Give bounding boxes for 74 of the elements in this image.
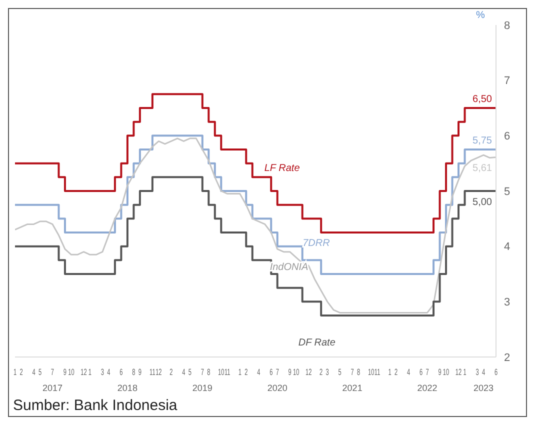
x-tick-label: 6 bbox=[270, 366, 273, 378]
x-tick-label: 4 bbox=[32, 366, 36, 378]
x-tick-label: 8 bbox=[207, 366, 210, 378]
x2-tick-label: 2022 bbox=[417, 383, 438, 393]
x-tick-label: 12 bbox=[455, 366, 462, 378]
text: Sumber: Bank Indonesia bbox=[12, 397, 178, 416]
x-tick-label: 5 bbox=[188, 366, 192, 378]
x2-tick-label: 2023 bbox=[473, 383, 494, 393]
x-tick-label: 9 bbox=[138, 366, 142, 378]
x-tick-label: 4 bbox=[482, 366, 486, 378]
x-tick-label: 7 bbox=[200, 366, 204, 378]
x-tick-label: 10 bbox=[68, 366, 74, 378]
y-tick-label: 4 bbox=[504, 241, 510, 254]
x-tick-label: 6 bbox=[120, 366, 123, 378]
line-series bbox=[15, 138, 496, 314]
x2-tick-label: 2020 bbox=[267, 383, 288, 393]
annotation: 5,00 bbox=[472, 197, 492, 208]
x-tick-label: 2 bbox=[320, 366, 323, 378]
x-tick-label: 8 bbox=[357, 366, 360, 378]
x-tick-label: 9 bbox=[438, 366, 442, 378]
series-label: LF Rate bbox=[264, 163, 300, 174]
x-tick-label: 10 bbox=[368, 366, 374, 378]
x-tick-label: 4 bbox=[107, 366, 110, 378]
y-tick-label: 7 bbox=[504, 75, 510, 88]
x-tick-label: 9 bbox=[63, 366, 67, 378]
x-tick-label: 7 bbox=[276, 366, 279, 378]
x-tick-label: 1 bbox=[238, 366, 242, 378]
x-tick-label: 10 bbox=[293, 366, 300, 378]
x2-tick-label: 2019 bbox=[192, 383, 212, 393]
x-tick-label: 10 bbox=[442, 366, 450, 378]
y-tick-label: 5 bbox=[504, 186, 510, 198]
y-axis-title: % bbox=[476, 10, 485, 22]
x-tick-label: 4 bbox=[182, 366, 186, 378]
x-tick-label: 3 bbox=[326, 366, 329, 378]
x2-tick-label: 2018 bbox=[117, 383, 138, 393]
x-tick-label: 4 bbox=[257, 366, 260, 378]
x-tick-label: 12 bbox=[156, 366, 162, 378]
x-tick-label: 8 bbox=[132, 366, 136, 378]
x-tick-label: 12 bbox=[306, 366, 312, 378]
x-tick-label: 2 bbox=[244, 366, 248, 378]
y-tick-label: 6 bbox=[504, 130, 510, 143]
x-tick-label: 7 bbox=[350, 366, 354, 378]
x-tick-label: 11 bbox=[150, 366, 156, 378]
x-tick-label: 2 bbox=[170, 366, 173, 378]
y-tick-label: 3 bbox=[504, 296, 510, 309]
y-tick-label: 8 bbox=[504, 20, 510, 32]
x-tick-label: 11 bbox=[374, 366, 380, 378]
x-tick-label: 3 bbox=[476, 366, 479, 378]
text: DF Rate bbox=[298, 338, 336, 349]
x-tick-label: 2 bbox=[394, 366, 398, 378]
x-tick-label: 5 bbox=[38, 366, 42, 378]
x-tick-label: 7 bbox=[426, 366, 429, 378]
x-tick-label: 9 bbox=[288, 366, 292, 378]
annotation: 5,61 bbox=[472, 163, 492, 174]
y-tick-label: 2 bbox=[504, 352, 510, 364]
series-label: 7DRR bbox=[302, 238, 330, 250]
x-tick-label: 1 bbox=[13, 366, 17, 378]
x2-tick-label: 2021 bbox=[342, 383, 362, 393]
x-tick-label: 1 bbox=[88, 366, 92, 378]
x-tick-label: 6 bbox=[419, 366, 423, 378]
x-tick-label: 1 bbox=[463, 366, 466, 378]
x-tick-label: 5 bbox=[338, 366, 342, 378]
x-tick-label: 2 bbox=[20, 366, 23, 378]
x-tick-label: 12 bbox=[80, 366, 87, 378]
x-tick-label: 3 bbox=[100, 366, 104, 378]
x-tick-label: 10 bbox=[218, 366, 224, 378]
annotation: 5,75 bbox=[472, 136, 492, 146]
x-tick-label: 6 bbox=[494, 366, 498, 378]
x2-tick-label: 2017 bbox=[42, 383, 62, 393]
x-tick-label: 4 bbox=[406, 366, 410, 378]
x-tick-label: 11 bbox=[224, 366, 230, 378]
x-tick-label: 7 bbox=[50, 366, 54, 378]
x-tick-label: 1 bbox=[388, 366, 392, 378]
annotation: 6,50 bbox=[472, 94, 492, 105]
